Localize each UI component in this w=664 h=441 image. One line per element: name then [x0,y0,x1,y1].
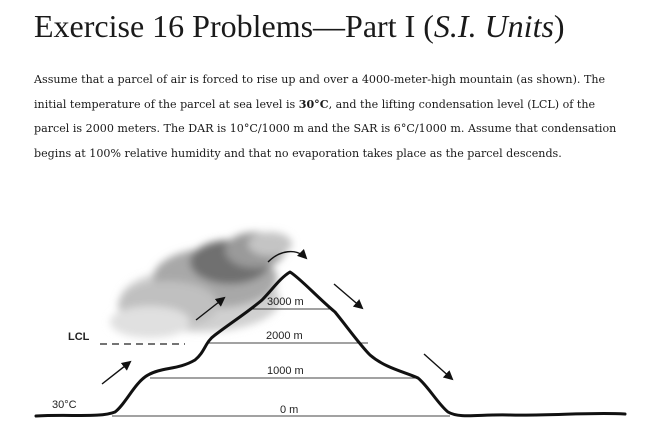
arrow-up-1 [101,360,132,385]
arrow-down-1 [333,283,364,310]
cloud [110,232,292,338]
start-temperature-label: 30°C [52,399,77,411]
title-italic: S.I. Units [433,8,554,44]
arrow-up-2 [195,296,226,321]
altitude-label-3000: 3000 m [267,296,304,308]
lcl-label: LCL [68,331,90,343]
arrow-down-2 [423,353,454,381]
page-title: Exercise 16 Problems—Part I (S.I. Units) [34,4,565,48]
problem-statement: Assume that a parcel of air is forced to… [34,68,630,166]
problem-text-part2: , and the lifting condensation level (LC… [34,97,617,160]
altitude-label-0: 0 m [280,404,298,416]
altitude-label-2000: 2000 m [266,330,303,342]
arrow-over-peak [267,248,308,263]
title-main: Exercise 16 Problems—Part I ( [34,8,434,44]
altitude-label-1000: 1000 m [267,365,304,377]
mountain-profile [34,270,627,418]
initial-temperature: 30°C [298,97,329,111]
problem-text-part1: Assume that a parcel of air is forced to… [34,73,606,111]
title-close: ) [553,8,565,44]
